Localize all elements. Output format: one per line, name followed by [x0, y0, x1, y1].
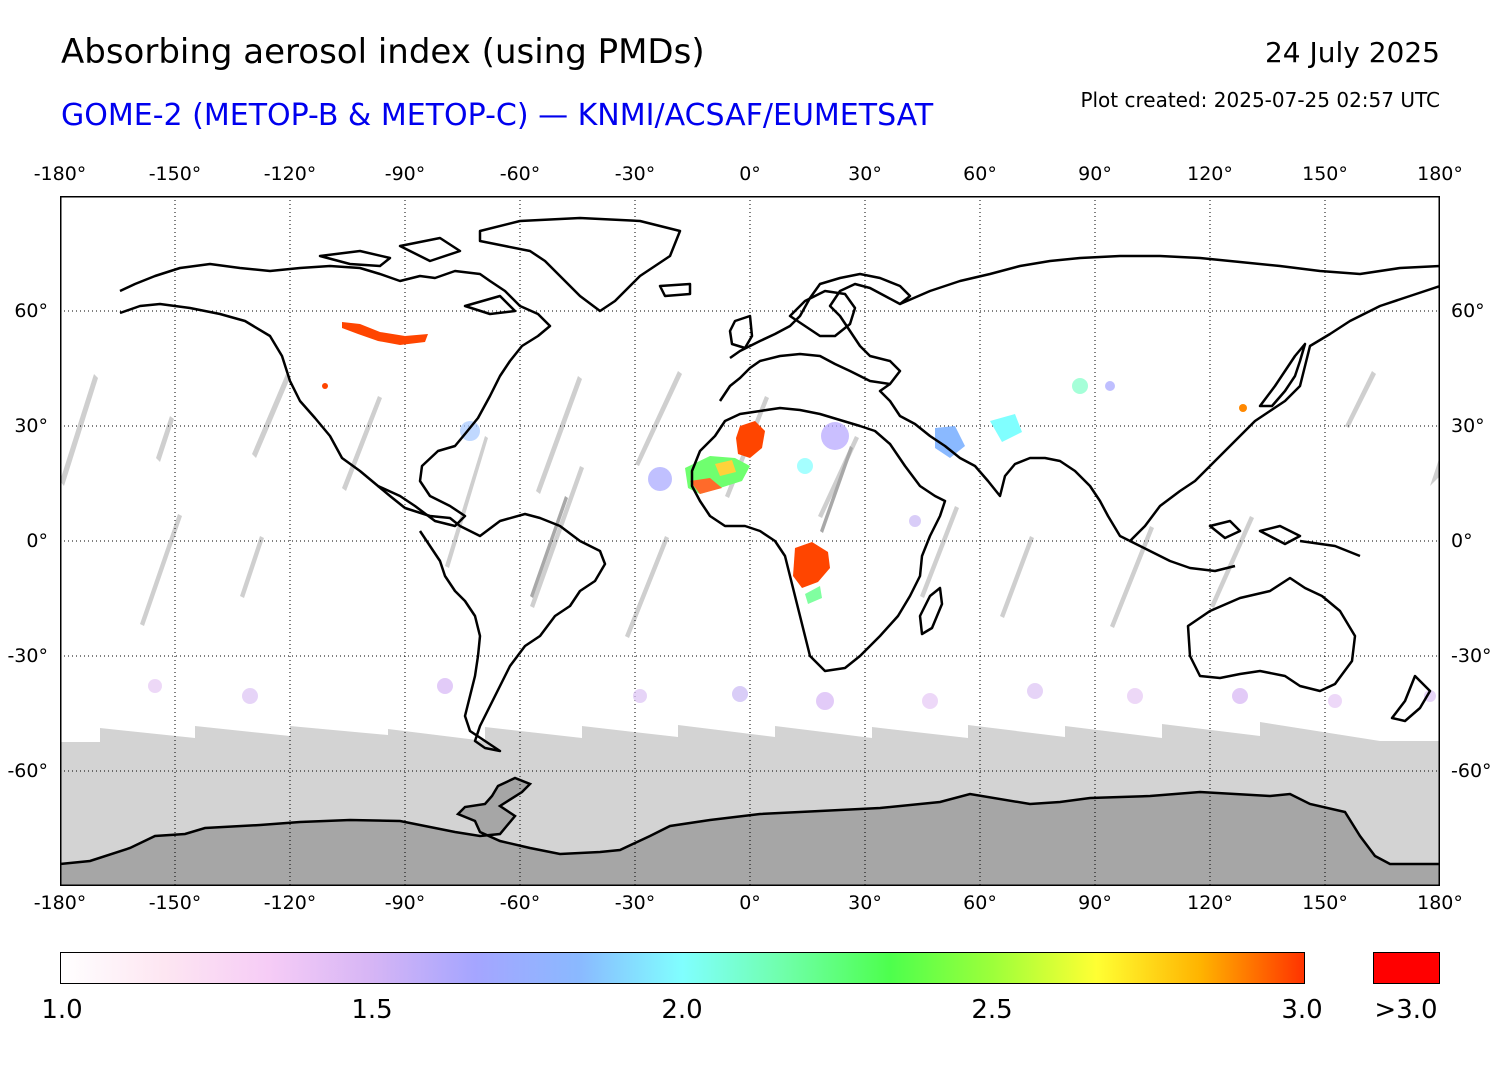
lon-label-top: -150° — [148, 163, 202, 185]
plume-arabia — [935, 426, 965, 458]
lat-label-right: 0° — [1451, 530, 1473, 552]
swath-gaps — [60, 371, 1440, 638]
plot-created-label: Plot created: 2025-07-25 02:57 UTC — [1080, 88, 1440, 112]
lon-label-bottom: -180° — [33, 892, 87, 914]
greenland-coast — [478, 216, 682, 313]
map-frame — [60, 196, 1440, 886]
lat-label-left: 0° — [26, 530, 48, 552]
lon-label-top: -30° — [614, 163, 656, 185]
chart-subtitle: GOME-2 (METOP-B & METOP-C) — KNMI/ACSAF/… — [61, 98, 934, 133]
plume-sahara — [736, 421, 765, 458]
new-zealand — [1390, 674, 1432, 723]
asia-coast — [878, 254, 1440, 543]
lon-label-top: 60° — [963, 163, 997, 185]
lon-label-bottom: -120° — [263, 892, 317, 914]
colorbar-tick: 1.5 — [351, 995, 393, 1025]
lon-label-bottom: 90° — [1078, 892, 1112, 914]
madagascar — [918, 586, 944, 636]
colorbar-tick: 1.0 — [41, 995, 83, 1025]
lon-label-top: 150° — [1302, 163, 1348, 185]
world-map — [60, 196, 1440, 886]
scandinavia — [788, 289, 857, 338]
lon-label-bottom: 60° — [963, 892, 997, 914]
indonesia — [1129, 519, 1361, 573]
lon-label-top: -180° — [33, 163, 87, 185]
coastlines — [119, 216, 1440, 753]
swath-gaps-dark — [530, 446, 853, 598]
lat-label-left: -60° — [7, 760, 48, 782]
lon-label-top: 120° — [1187, 163, 1233, 185]
lon-label-bottom: 180° — [1417, 892, 1463, 914]
lat-label-right: -30° — [1451, 645, 1492, 667]
lon-label-bottom: 0° — [739, 892, 761, 914]
lon-label-bottom: -150° — [148, 892, 202, 914]
lat-label-right: -60° — [1451, 760, 1492, 782]
lat-label-right: 60° — [1451, 300, 1485, 322]
lon-label-top: 180° — [1417, 163, 1463, 185]
colorbar — [60, 952, 1305, 984]
europe-coast — [718, 272, 912, 402]
north-america-coast — [119, 262, 552, 528]
lon-label-bottom: 30° — [848, 892, 882, 914]
lat-label-left: 60° — [14, 300, 48, 322]
south-america-coast — [377, 485, 607, 753]
aerosol-speckle — [148, 378, 1436, 710]
plume-india — [990, 414, 1022, 442]
colorbar-over-label: >3.0 — [1374, 995, 1438, 1025]
british-isles — [728, 314, 754, 350]
australia-coast — [1186, 576, 1357, 693]
lat-label-left: 30° — [14, 415, 48, 437]
plume-canada — [342, 322, 428, 345]
colorbar-tick: 2.0 — [661, 995, 703, 1025]
date-label: 24 July 2025 — [1264, 36, 1440, 69]
lon-label-top: -120° — [263, 163, 317, 185]
lon-label-bottom: -90° — [384, 892, 426, 914]
colorbar-tick: 2.5 — [971, 995, 1013, 1025]
lon-label-top: -60° — [499, 163, 541, 185]
lon-label-top: -90° — [384, 163, 426, 185]
japan — [1258, 342, 1307, 408]
lon-label-top: 0° — [739, 163, 761, 185]
plume-central-africa — [793, 542, 830, 588]
lon-label-bottom: 150° — [1302, 892, 1348, 914]
aerosol-plumes — [322, 322, 1247, 604]
lon-label-bottom: 120° — [1187, 892, 1233, 914]
colorbar-tick: 3.0 — [1281, 995, 1323, 1025]
lat-label-right: 30° — [1451, 415, 1485, 437]
lon-label-top: 90° — [1078, 163, 1112, 185]
africa-coast — [690, 406, 947, 673]
graticule — [60, 196, 1440, 886]
lon-label-bottom: -60° — [499, 892, 541, 914]
lon-label-bottom: -30° — [614, 892, 656, 914]
lat-label-left: -30° — [7, 645, 48, 667]
lon-label-top: 30° — [848, 163, 882, 185]
chart-title: Absorbing aerosol index (using PMDs) — [61, 32, 705, 72]
colorbar-over-swatch — [1373, 952, 1440, 984]
